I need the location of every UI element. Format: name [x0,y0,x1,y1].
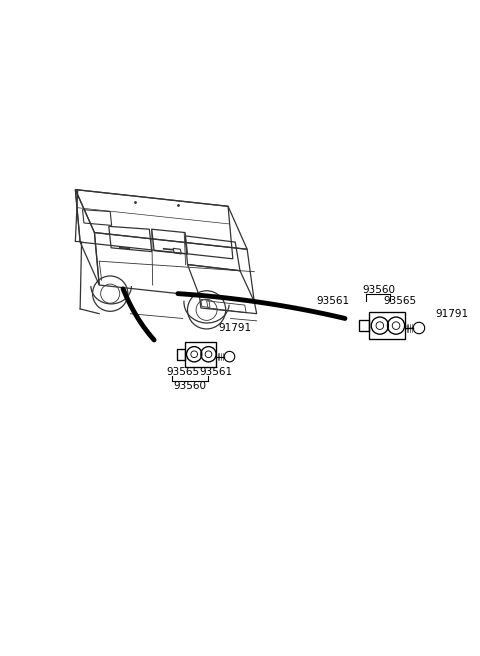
Text: 91791: 91791 [436,309,469,319]
Text: 91791: 91791 [218,323,252,333]
Text: 93561: 93561 [199,367,233,377]
Text: 93565: 93565 [383,297,416,306]
Text: 93560: 93560 [362,285,395,295]
Text: 93565: 93565 [166,367,199,377]
Text: 93561: 93561 [317,297,350,306]
Text: 93560: 93560 [173,381,206,391]
